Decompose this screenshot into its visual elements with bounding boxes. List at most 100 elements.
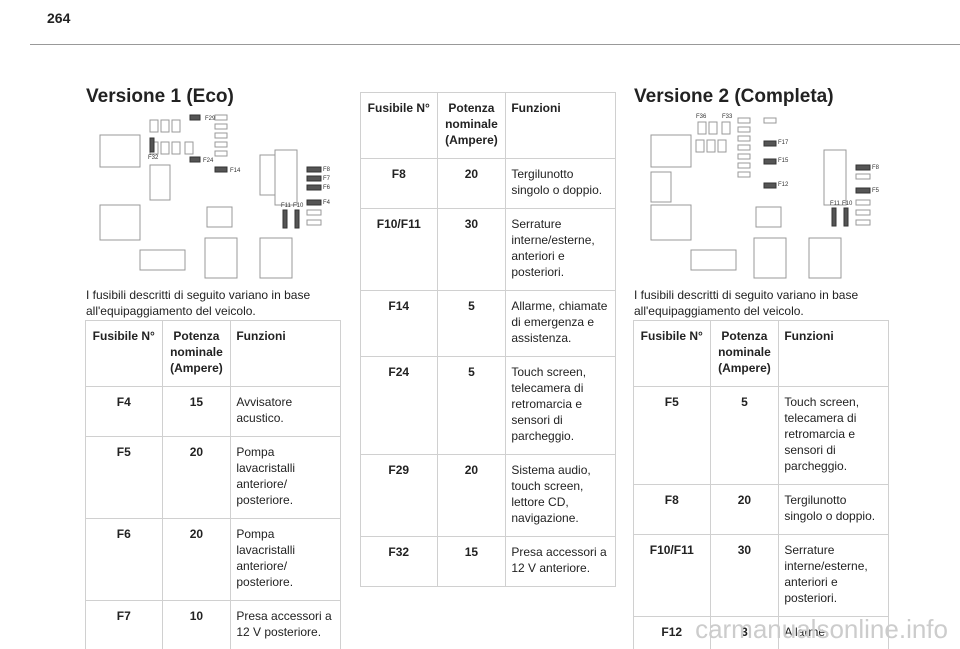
table-cell: 30 [709,534,780,617]
header-cell: Potenza nominale (Ampere) [161,320,232,387]
watermark: carmanualsonline.info [695,614,948,644]
fuse-label: F29 [205,116,216,122]
table: Fusibile N° Potenza nominale (Ampere) Funz… [360,92,616,587]
section-title: Versione 2 (Completa) [634,86,834,107]
fuse-diagram: F36 F33 F17 F15 F12 F8 F5 F11 F10 [650,114,880,279]
table-row: F29 20 Sistema audio, touch screen, lettor… [360,454,616,537]
fuse-label: F10 [293,203,304,209]
table-cell: Presa accessori a 12 V posteriore. [230,600,341,649]
header-row: Fusibile N° Potenza nominale (Ampere) Funz… [85,320,341,387]
table-row: F10/F11 30 Serrature interne/esterne, ante… [360,208,616,291]
table-cell: F7 [85,600,163,649]
table-cell: F14 [360,290,438,357]
table-cell: Presa accessori a 12 V anteriore. [505,536,616,587]
header-rule [30,44,960,45]
fuse-table: Fusibile N° Potenza nominale (Ampere) Funz… [360,92,616,587]
table-cell: Tergilunotto singolo o doppio. [778,484,889,535]
fuse-label: F11 [281,203,292,209]
table-cell: F5 [85,436,163,519]
header-cell: Fusibile N° [85,320,163,387]
table-cell: 3 [709,616,780,649]
table-cell: 5 [436,290,507,357]
fuse-label: F4 [323,200,331,206]
header-cell: Potenza nominale (Ampere) [436,92,507,159]
header-cell: Funzioni [778,320,889,387]
header-cell: Fusibile N° [360,92,438,159]
header-cell: Fusibile N° [633,320,711,387]
table-cell: Serrature interne/esterne, anteriori e p… [778,534,889,617]
table-cell: Pompa lavacristalli anteriore/ posterior… [230,436,341,519]
fuse-label: F36 [696,114,707,120]
table-cell: Touch screen, telecamera di retromarcia … [505,356,616,455]
intro-text: I fusibili descritti di seguito variano … [634,288,859,318]
table-cell: F10/F11 [633,534,711,617]
header-cell: Funzioni [230,320,341,387]
table-row: F14 5 Allarme, chiamate di emergenza e ass… [360,290,616,357]
fuse-label: F8 [323,167,331,173]
table: Fusibile N° Potenza nominale (Ampere) Funz… [85,320,341,649]
table-cell: F4 [85,386,163,437]
table-cell: Pompa lavacristalli anteriore/ posterior… [230,518,341,601]
table-cell: F6 [85,518,163,601]
table-cell: Allarme. [778,616,889,649]
table-row: F12 3 Allarme. [633,616,889,649]
table-row: F8 20 Tergilunotto singolo o doppio. [633,484,889,535]
table-cell: 20 [436,454,507,537]
table-row: F5 20 Pompa lavacristalli anteriore/ poste… [85,436,341,519]
table-cell: Serrature interne/esterne, anteriori e p… [505,208,616,291]
fuse-label: F33 [722,114,733,120]
fuse-label: F8 [872,165,880,171]
table-cell: 20 [161,518,232,601]
section-title: Versione 1 (Eco) [86,86,234,107]
table-row: F5 5 Touch screen, telecamera di retromarc… [633,386,889,485]
table-cell: Tergilunotto singolo o doppio. [505,158,616,209]
table-cell: 20 [709,484,780,535]
fuse-label: F10 [842,201,853,207]
table-cell: 5 [436,356,507,455]
fuse-diagram: F29 F32 F24 F14 F8 F7 F6 F4 F11 F10 [99,114,331,279]
header-cell: Potenza nominale (Ampere) [709,320,780,387]
fuse-label: F15 [778,158,789,164]
table-cell: 5 [709,386,780,485]
table: Fusibile N° Potenza nominale (Ampere) Funz… [633,320,889,649]
table-cell: Allarme, chiamate di emergenza e assiste… [505,290,616,357]
table-cell: Sistema audio, touch screen, lettore CD,… [505,454,616,537]
table-cell: F24 [360,356,438,455]
header-row: Fusibile N° Potenza nominale (Ampere) Funz… [360,92,616,159]
fuse-label: F32 [148,155,159,161]
table-cell: 20 [436,158,507,209]
table-cell: Touch screen, telecamera di retromarcia … [778,386,889,485]
table-cell: F32 [360,536,438,587]
fuse-label: F14 [230,168,241,174]
header-row: Fusibile N° Potenza nominale (Ampere) Funz… [633,320,889,387]
table-cell: 30 [436,208,507,291]
fuse-label: F7 [323,176,331,182]
table-row: F10/F11 30 Serrature interne/esterne, ante… [633,534,889,617]
table-row: F8 20 Tergilunotto singolo o doppio. [360,158,616,209]
fuse-label: F6 [323,185,331,191]
table-row: F7 10 Presa accessori a 12 V posteriore. [85,600,341,649]
fuse-label: F24 [203,158,214,164]
fuse-table: Fusibile N° Potenza nominale (Ampere) Funz… [85,320,341,649]
fuse-label: F5 [872,188,880,194]
table-cell: F10/F11 [360,208,438,291]
table-row: F6 20 Pompa lavacristalli anteriore/ poste… [85,518,341,601]
fuse-label: F11 [830,201,841,207]
fuse-label: F17 [778,140,789,146]
table-cell: F29 [360,454,438,537]
table-row: F32 15 Presa accessori a 12 V anteriore. [360,536,616,587]
table-cell: 10 [161,600,232,649]
header-cell: Funzioni [505,92,616,159]
table-cell: 15 [161,386,232,437]
table-cell: F8 [633,484,711,535]
table-cell: F8 [360,158,438,209]
table-cell: 20 [161,436,232,519]
intro-text: I fusibili descritti di seguito variano … [86,288,311,318]
fuse-label: F12 [778,182,789,188]
page-number: 264 [47,10,71,26]
table-cell: Avvisatore acustico. [230,386,341,437]
table-cell: 15 [436,536,507,587]
fuse-table: Fusibile N° Potenza nominale (Ampere) Funz… [633,320,889,649]
table-row: F4 15 Avvisatore acustico. [85,386,341,437]
